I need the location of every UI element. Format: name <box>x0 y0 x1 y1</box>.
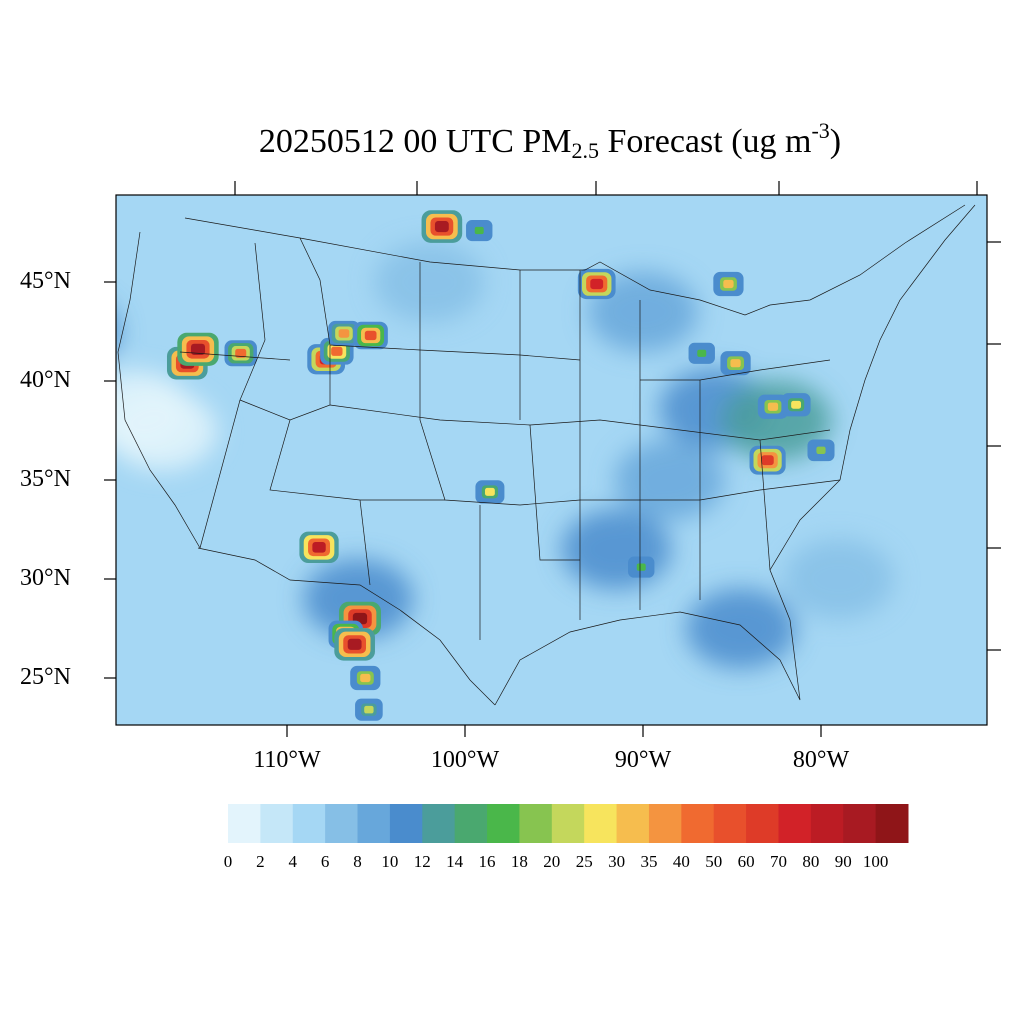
colorbar-label-3: 6 <box>320 852 330 871</box>
colorbar-label-0: 0 <box>223 852 233 871</box>
colorbar-swatch-19 <box>843 804 877 843</box>
title-prefix: 20250512 00 UTC PM <box>258 123 572 160</box>
axis-ticks <box>104 181 1001 737</box>
lon-label-110w: 110°W <box>253 747 321 773</box>
colorbar-label-13: 35 <box>640 852 658 871</box>
concentration-blob-8 <box>374 242 485 322</box>
colorbar-swatch-4 <box>357 804 391 843</box>
hotspot-22 <box>355 698 383 721</box>
colorbar-swatch-6 <box>422 804 456 843</box>
hotspot-9 <box>577 268 616 300</box>
title-middle: Forecast (ug m <box>599 123 812 160</box>
concentration-blob-6 <box>116 317 120 346</box>
colorbar-swatch-10 <box>551 804 585 843</box>
hotspot-23 <box>628 556 655 578</box>
hotspot-15 <box>807 439 835 462</box>
title-suffix: ) <box>829 123 842 160</box>
concentration-blob-4 <box>685 588 796 669</box>
hotspot-20 <box>334 628 375 661</box>
hotspot-7 <box>421 210 463 243</box>
colorbar-swatch-17 <box>778 804 812 843</box>
colorbar-swatch-18 <box>810 804 844 843</box>
colorbar-label-7: 14 <box>446 852 464 871</box>
colorbar-label-11: 25 <box>575 852 593 871</box>
colorbar-label-9: 18 <box>510 852 528 871</box>
hotspot-2 <box>224 340 257 367</box>
colorbar-swatch-16 <box>746 804 779 843</box>
colorbar-swatch-14 <box>681 804 715 843</box>
colorbar-swatch-12 <box>616 804 650 843</box>
hotspot-5 <box>328 320 360 347</box>
hotspot-14 <box>749 445 786 475</box>
concentration-blob-5 <box>783 539 894 619</box>
lat-label-35: 35°N <box>20 466 71 492</box>
colorbar-swatch-11 <box>584 804 618 843</box>
colorbar-label-5: 10 <box>381 852 399 871</box>
colorbar-swatch-7 <box>454 804 488 843</box>
lat-label-45: 45°N <box>20 268 71 294</box>
colorbar-swatch-8 <box>487 804 520 843</box>
colorbar-label-14: 40 <box>672 852 690 871</box>
hotspot-13 <box>781 393 811 417</box>
colorbar <box>228 804 909 843</box>
colorbar-label-20: 100 <box>862 852 889 871</box>
colorbar-swatch-20 <box>875 804 909 843</box>
colorbar-swatch-15 <box>713 804 747 843</box>
hotspot-layer <box>166 210 835 721</box>
boundary-lines <box>117 204 976 706</box>
lon-label-100w: 100°W <box>430 747 500 773</box>
colorbar-label-17: 70 <box>769 852 787 871</box>
map-frame <box>115 194 988 726</box>
lat-label-25: 25°N <box>20 664 71 690</box>
colorbar-swatch-3 <box>325 804 359 843</box>
colorbar-label-18: 80 <box>802 852 820 871</box>
colorbar-swatch-2 <box>292 804 326 843</box>
hotspot-1 <box>177 332 219 366</box>
hotspot-21 <box>350 665 381 691</box>
hotspot-12 <box>757 394 789 419</box>
colorbar-label-19: 90 <box>834 852 852 871</box>
colorbar-label-6: 12 <box>413 852 431 871</box>
title-superscript: -3 <box>811 118 830 143</box>
concentration-blob-11 <box>116 370 191 451</box>
colorbar-swatch-9 <box>519 804 553 843</box>
colorbar-swatch-0 <box>228 804 261 843</box>
colorbar-label-15: 50 <box>705 852 723 871</box>
lon-label-80w: 80°W <box>792 747 850 773</box>
hotspot-11 <box>720 351 751 376</box>
title-subscript: 2.5 <box>571 138 600 163</box>
colorbar-label-16: 60 <box>737 852 755 871</box>
lat-label-40: 40°N <box>20 367 71 393</box>
colorbar-label-4: 8 <box>353 852 362 871</box>
colorbar-label-12: 30 <box>608 852 626 871</box>
colorbar-label-8: 16 <box>478 852 496 871</box>
colorbar-swatch-5 <box>389 804 423 843</box>
colorbar-label-2: 4 <box>288 852 298 871</box>
colorbar-label-10: 20 <box>543 852 561 871</box>
concentration-blob-7 <box>303 558 414 639</box>
lat-label-30: 30°N <box>20 565 71 591</box>
colorbar-label-1: 2 <box>256 852 265 871</box>
pm25-field <box>116 195 987 725</box>
hotspot-8 <box>466 219 493 242</box>
hotspot-24 <box>688 342 715 364</box>
hotspot-10 <box>713 271 744 297</box>
map-title: 20250512 00 UTC PM2.5 Forecast (ug m-3) <box>0 118 1024 164</box>
colorbar-swatch-13 <box>648 804 682 843</box>
hotspot-16 <box>475 480 505 504</box>
lon-label-90w: 90°W <box>614 747 672 773</box>
concentration-blob-2 <box>614 440 725 520</box>
colorbar-swatch-1 <box>260 804 294 843</box>
hotspot-6 <box>353 321 388 350</box>
concentration-blob-3 <box>561 509 672 590</box>
hotspot-17 <box>299 531 339 564</box>
